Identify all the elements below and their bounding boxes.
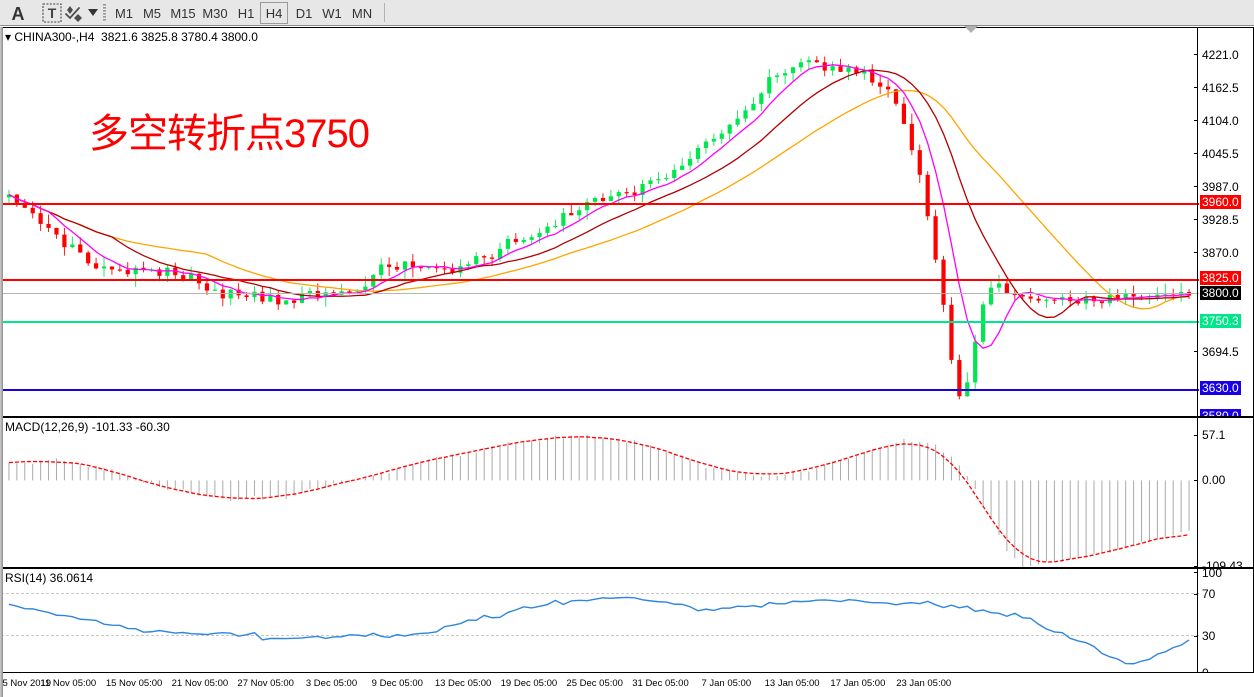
svg-text:T: T [48,5,57,21]
